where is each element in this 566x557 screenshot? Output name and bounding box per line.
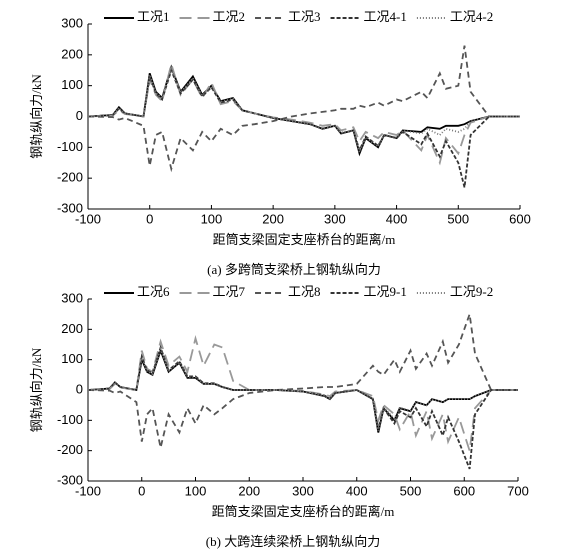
x-axis-label: 距筒支梁固定支座桥台的距离/m (212, 504, 395, 519)
y-tick-label: -300 (57, 472, 83, 487)
y-tick-label: -300 (57, 200, 83, 215)
x-tick-label: 100 (185, 483, 207, 498)
y-tick-label: 200 (61, 46, 83, 61)
y-tick-label: 100 (61, 77, 83, 92)
x-tick-label: -100 (75, 211, 101, 226)
x-tick-label: 400 (346, 483, 368, 498)
y-tick-label: -200 (57, 442, 83, 457)
legend-label: 工况3 (288, 9, 321, 24)
legend-label: 工况8 (288, 284, 321, 299)
x-tick-label: 500 (447, 211, 469, 226)
legend-label: 工况4-1 (364, 9, 407, 24)
y-axis-label: 钢轨纵向力/kN (29, 347, 44, 432)
x-tick-label: 700 (507, 483, 529, 498)
caption: (a) 多跨筒支梁桥上钢轨纵向力 (207, 262, 381, 277)
x-tick-label: 0 (146, 211, 153, 226)
y-tick-label: 0 (76, 108, 83, 123)
series-line (87, 346, 518, 432)
x-tick-label: -100 (75, 483, 101, 498)
x-tick-label: 600 (509, 211, 531, 226)
y-tick-label: 300 (61, 15, 83, 30)
x-tick-label: 0 (138, 483, 145, 498)
y-axis-label: 钢轨纵向力/kN (29, 74, 44, 159)
x-tick-label: 500 (400, 483, 422, 498)
x-axis-label: 距筒支梁固定支座桥台的距离/m (213, 232, 396, 247)
x-tick-label: 600 (453, 483, 475, 498)
y-tick-label: -100 (57, 139, 83, 154)
series-line (87, 45, 520, 173)
series-line (87, 60, 520, 166)
series-line (87, 65, 520, 155)
legend-label: 工况1 (137, 9, 170, 24)
y-tick-label: 300 (61, 290, 83, 305)
legend-label: 工况6 (137, 284, 170, 299)
y-tick-label: -100 (57, 412, 83, 427)
legend-label: 工况7 (213, 284, 246, 299)
legend-label: 工况9-1 (364, 284, 407, 299)
legend-label: 工况4-2 (450, 9, 493, 24)
x-tick-label: 200 (238, 483, 260, 498)
series-line (87, 67, 520, 188)
legend-label: 工况2 (213, 9, 246, 24)
y-tick-label: 0 (76, 381, 83, 396)
x-tick-label: 300 (324, 211, 346, 226)
x-tick-label: 400 (386, 211, 408, 226)
y-tick-label: 200 (61, 321, 83, 336)
series-line (87, 313, 518, 448)
series-line (87, 344, 518, 470)
y-tick-label: -200 (57, 170, 83, 185)
x-tick-label: 100 (201, 211, 223, 226)
series-line (87, 64, 520, 157)
caption: (b) 大跨连续梁桥上钢轨纵向力 (206, 534, 380, 549)
x-tick-label: 300 (292, 483, 314, 498)
y-tick-label: 100 (61, 351, 83, 366)
x-tick-label: 200 (262, 211, 284, 226)
legend-label: 工况9-2 (450, 284, 493, 299)
